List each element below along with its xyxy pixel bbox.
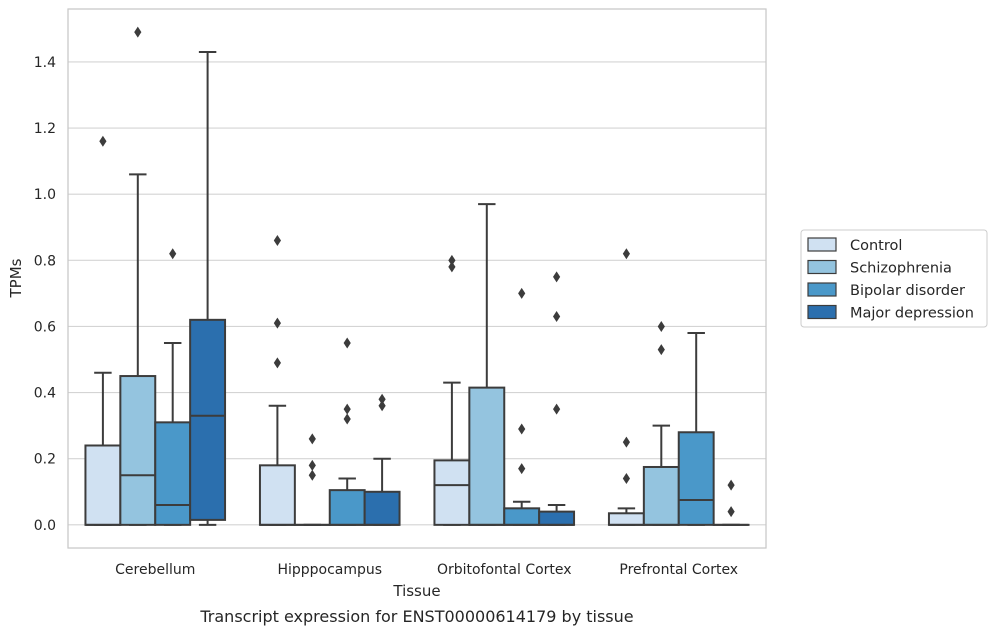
outlier-point [308, 459, 316, 471]
box-body [677, 431, 715, 526]
outlier-point [727, 506, 735, 518]
outlier-point [518, 423, 526, 435]
outlier-point [622, 248, 630, 260]
x-axis-label: Tissue [392, 582, 440, 600]
box-body [363, 490, 401, 526]
y-tick-label: 1.4 [34, 55, 56, 71]
y-tick-label: 0.0 [34, 518, 56, 534]
y-axis-ticks: 0.0 0.2 0.4 0.6 0.8 1.0 1.2 1.4 [34, 55, 56, 534]
box-body [642, 465, 680, 526]
plot-area-frame [67, 8, 767, 549]
legend-swatch [807, 237, 837, 252]
outlier-point [343, 403, 351, 415]
y-tick-label: 0.6 [34, 319, 56, 335]
outlier-point [518, 287, 526, 299]
box-group [433, 254, 471, 526]
box-body [84, 444, 122, 526]
x-tick-label: Cerebellum [115, 562, 195, 578]
box-body [468, 386, 506, 526]
outlier-point [134, 26, 142, 38]
boxes [84, 26, 750, 526]
x-tick-label: Prefrontal Cortex [619, 562, 738, 578]
outlier-point [657, 320, 665, 332]
box-body [328, 489, 366, 526]
outlier-point [518, 463, 526, 475]
box-group [154, 248, 192, 526]
y-tick-label: 1.0 [34, 187, 56, 203]
y-tick-label: 0.4 [34, 386, 56, 402]
outlier-point [343, 337, 351, 349]
box-body [538, 510, 576, 526]
outlier-point [343, 413, 351, 425]
outlier-point [273, 317, 281, 329]
box-group [538, 271, 576, 526]
box-body [258, 464, 296, 526]
legend-label: Schizophrenia [850, 261, 952, 277]
outlier-point [553, 403, 561, 415]
outlier-point [553, 311, 561, 323]
outlier-point [727, 479, 735, 491]
box-group [677, 332, 715, 526]
legend-swatch [807, 282, 837, 297]
box-body [503, 507, 541, 526]
legend-swatch [807, 259, 837, 275]
outlier-point [448, 254, 456, 266]
outlier-point [622, 473, 630, 485]
outlier-point [308, 433, 316, 445]
box-group [642, 320, 680, 526]
outlier-point [657, 344, 665, 356]
box-group [293, 433, 331, 526]
outlier-point [308, 469, 316, 481]
outlier-point [553, 271, 561, 283]
y-tick-label: 1.2 [34, 121, 56, 137]
box-group [119, 26, 157, 526]
outlier-point [99, 135, 107, 147]
box-group [503, 287, 541, 526]
box-body [119, 375, 157, 526]
legend-label: Control [850, 238, 902, 254]
outlier-point [378, 400, 386, 412]
y-tick-label: 0.8 [34, 253, 56, 269]
box-body [607, 512, 645, 526]
outlier-point [169, 248, 177, 260]
outlier-point [622, 436, 630, 448]
x-axis-ticks: Cerebellum Hipppocampus Orbitofontal Corte… [115, 562, 738, 578]
box-group [328, 337, 366, 526]
box-group [258, 234, 296, 526]
outlier-point [273, 234, 281, 246]
box-group [84, 135, 122, 526]
y-tick-label: 0.2 [34, 452, 56, 468]
box-body [433, 459, 471, 526]
box-group [712, 479, 750, 526]
x-tick-label: Orbitofontal Cortex [437, 562, 572, 578]
outlier-point [273, 357, 281, 369]
box-group [468, 203, 506, 526]
box-body [189, 318, 227, 521]
outlier-point [448, 261, 456, 273]
box-group [607, 248, 645, 526]
legend-frame [800, 229, 988, 328]
legend-entries: Control Schizophrenia Bipolar disorder Majo… [807, 237, 974, 322]
chart-caption: Transcript expression for ENST0000061417… [199, 607, 633, 626]
legend-label: Bipolar disorder [850, 283, 965, 299]
legend: Control Schizophrenia Bipolar disorder Majo… [800, 229, 988, 328]
box-group [363, 393, 401, 526]
box-body [154, 421, 192, 526]
y-axis-label: TPMs [7, 258, 25, 298]
box-group [189, 50, 227, 526]
legend-swatch [807, 304, 837, 320]
outlier-point [378, 393, 386, 405]
legend-label: Major depression [850, 306, 974, 322]
x-tick-label: Hipppocampus [277, 562, 382, 578]
